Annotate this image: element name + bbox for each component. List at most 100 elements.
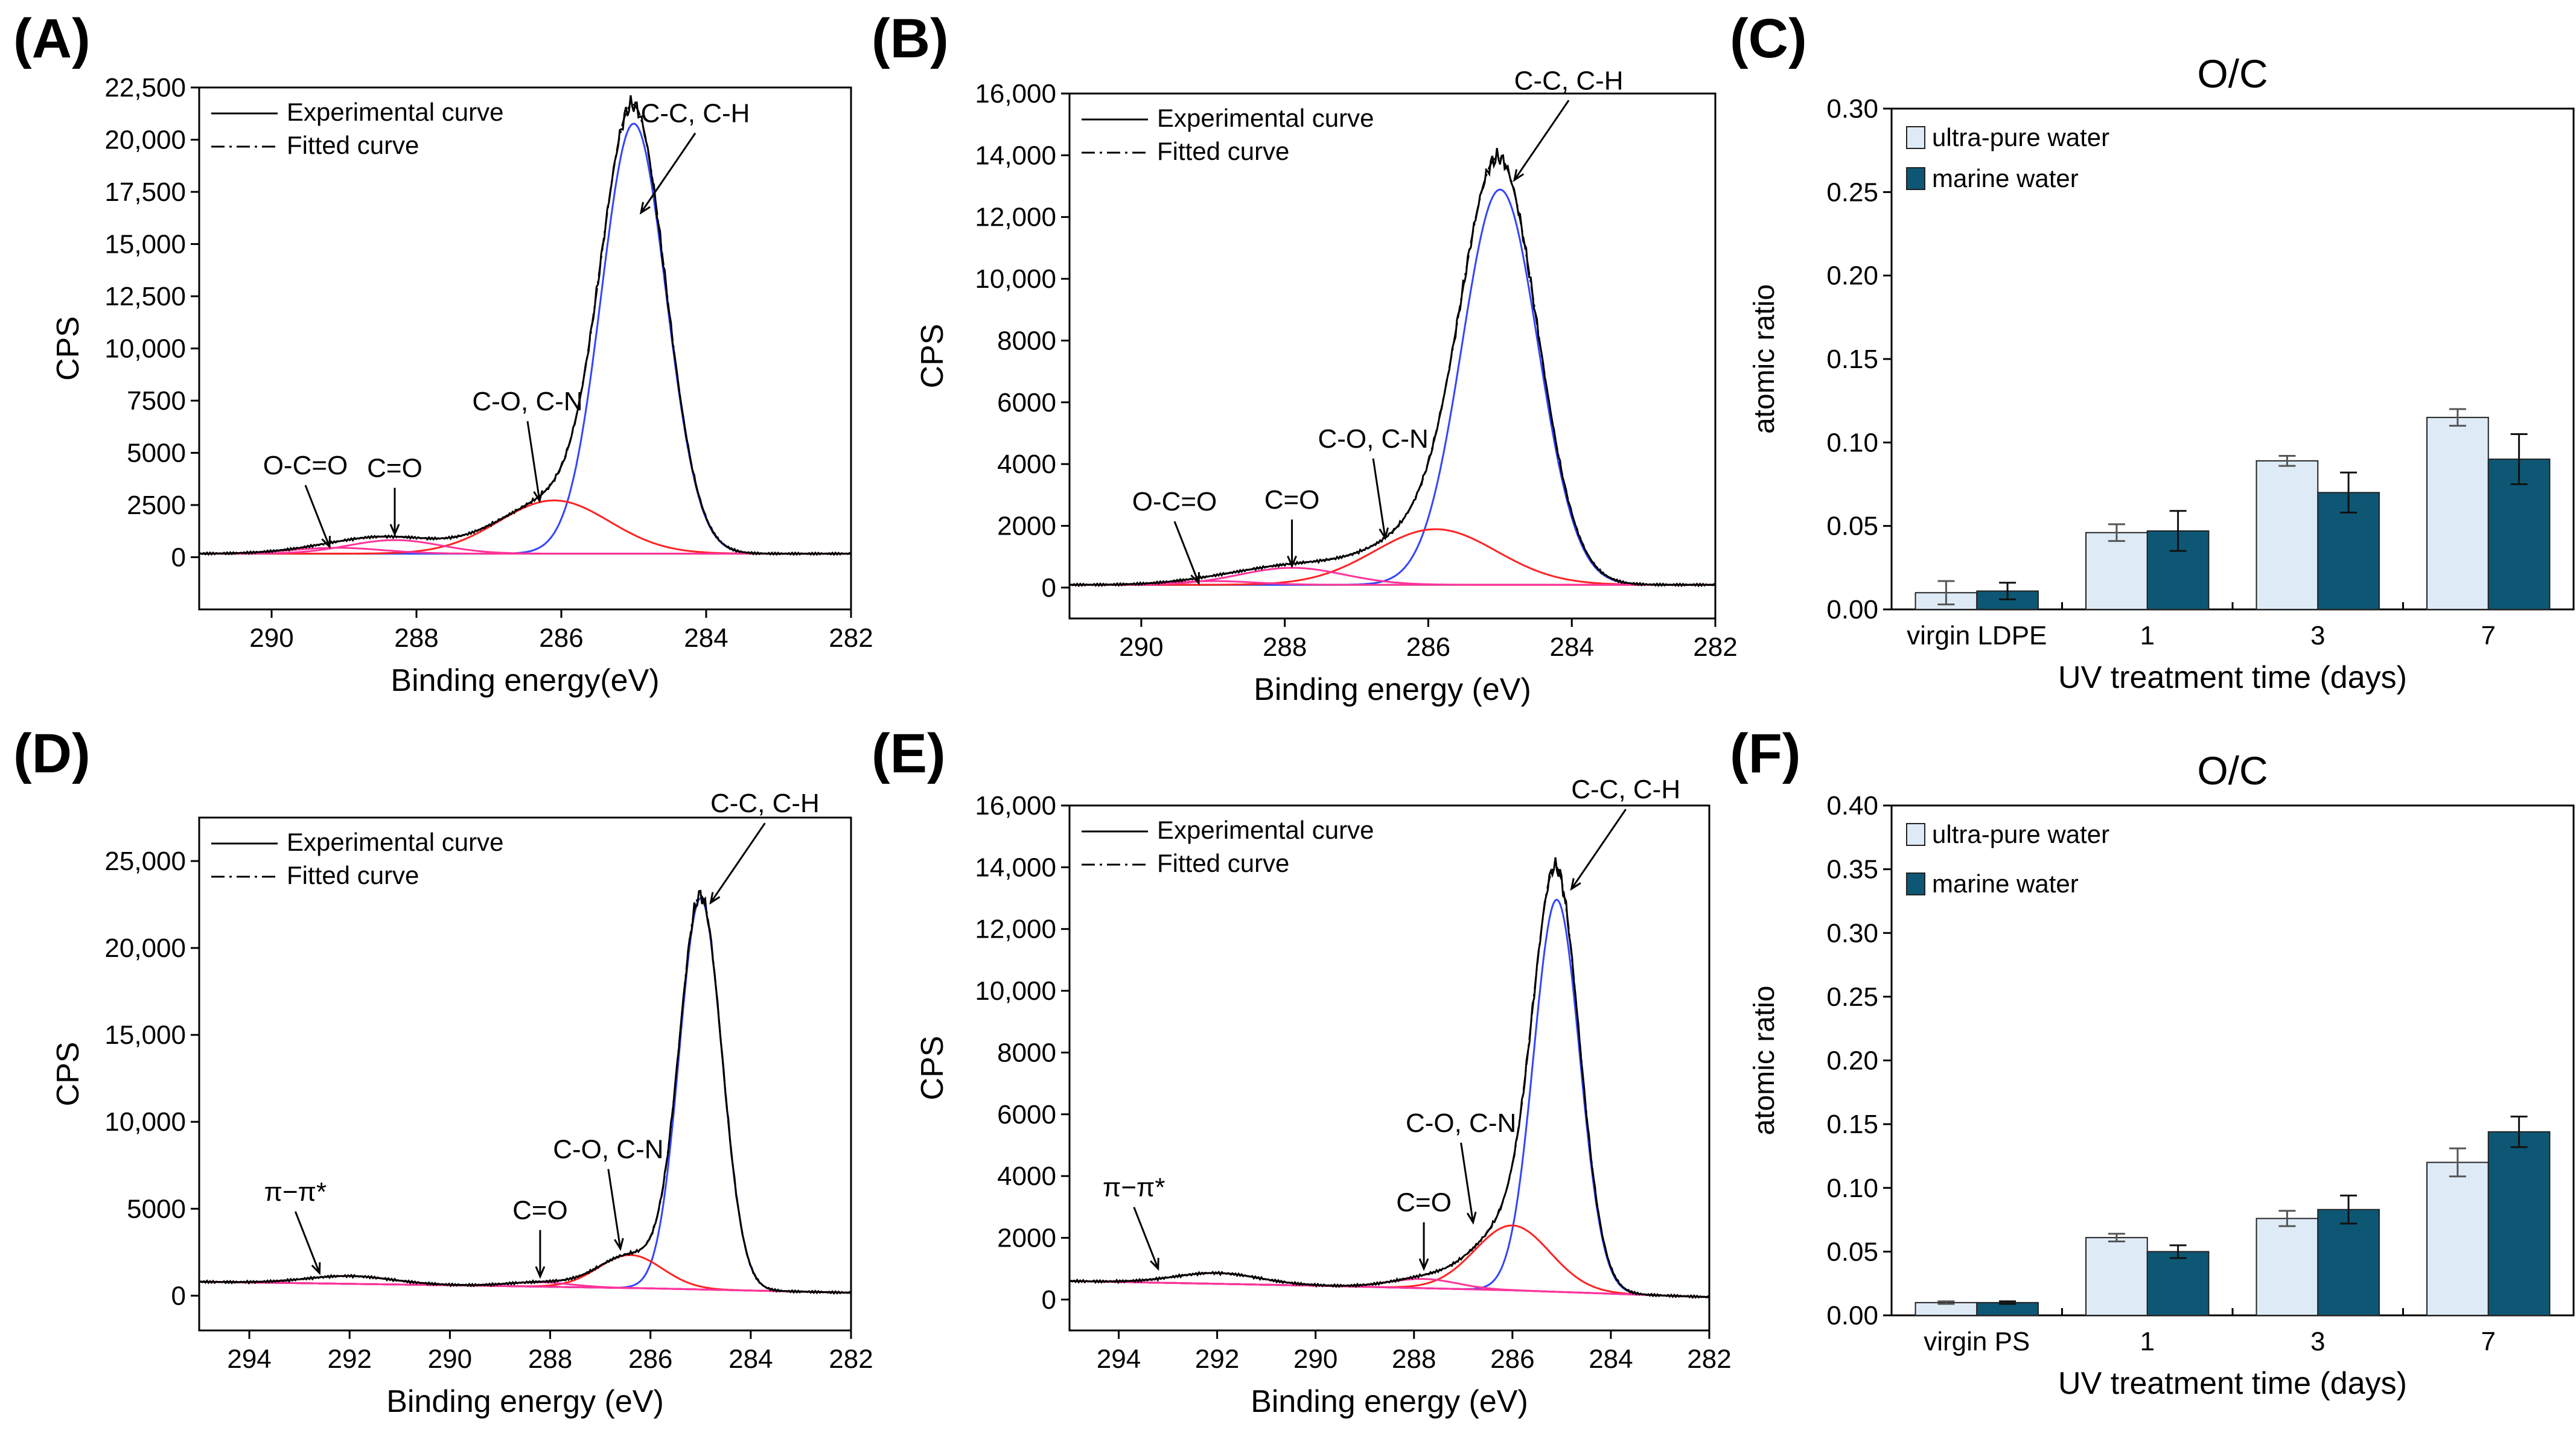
y-tick-label: 0.30	[1826, 918, 1878, 948]
y-tick-label: 2000	[997, 511, 1056, 541]
bar	[2085, 1237, 2148, 1317]
y-tick-label: 16,000	[975, 791, 1056, 821]
y-tick-label: 0.15	[1826, 1110, 1878, 1139]
annotation-arrow	[1133, 1207, 1159, 1270]
annotation-arrow	[526, 421, 541, 501]
experimental-curve	[199, 889, 851, 1295]
y-tick-label: 0	[171, 1281, 186, 1311]
experimental-curve	[1070, 148, 1715, 588]
chart-e: (E) 0 2000 4000 6000 8000 10,000 12,000 14,000 16…	[872, 723, 1732, 1419]
x-tick-label: 282	[829, 623, 873, 653]
bar	[2487, 1131, 2551, 1316]
annotation-arrowhead	[709, 892, 721, 905]
y-tick-label: 0.00	[1826, 595, 1878, 624]
y-tick-label: 7500	[127, 386, 186, 416]
y-tick-label: 2500	[127, 491, 186, 520]
x-tick-label: 1	[2140, 1327, 2155, 1356]
peak-annotation: C=O	[1396, 1188, 1452, 1218]
legend-label-fitted: Fitted curve	[287, 861, 419, 889]
component-peak	[1070, 1224, 1709, 1298]
panel-d: (D) 0 5000 10,000 15,000 20,000 25,000 294 292 29…	[0, 715, 873, 1430]
x-tick-label: 282	[829, 1344, 873, 1374]
annotation-arrowhead	[1150, 1257, 1159, 1271]
y-tick-label: 15,000	[104, 230, 186, 259]
peak-annotation: C-O, C-N	[1318, 424, 1428, 454]
y-tick-label: 0.20	[1826, 261, 1878, 291]
y-axis-label: CPS	[51, 1042, 86, 1107]
component-peak	[1070, 898, 1709, 1298]
bar	[2256, 1218, 2319, 1317]
peak-annotation: C=O	[367, 453, 422, 483]
panel-letter: (F)	[1730, 723, 1800, 784]
annotation-arrowhead	[639, 202, 651, 215]
panel-letter: (E)	[872, 723, 946, 784]
x-tick-label: 288	[528, 1344, 572, 1374]
fitted-curve	[199, 103, 851, 555]
component-peak	[199, 499, 851, 555]
legend-label-fitted: Fitted curve	[287, 131, 419, 159]
legend-label: marine water	[1932, 164, 2079, 192]
legend-label-experimental: Experimental curve	[1157, 104, 1374, 132]
chart-title: O/C	[2197, 51, 2268, 96]
y-tick-label: 10,000	[975, 976, 1056, 1006]
x-tick-label: 292	[1195, 1344, 1239, 1374]
legend-label-experimental: Experimental curve	[287, 98, 503, 126]
bar	[2146, 1251, 2210, 1316]
annotation-arrow	[1513, 100, 1570, 181]
x-tick-label: 284	[1589, 1344, 1633, 1374]
annotation-arrow	[1173, 521, 1200, 583]
y-tick-label: 20,000	[104, 933, 186, 963]
y-tick-label: 0.05	[1826, 512, 1878, 541]
x-axis-label: Binding energy (eV)	[1254, 672, 1531, 707]
panel-f: (F) O/C 0.00 0.05 0.10 0.15 0.20 0.25 0.30 0.35 0.…	[1717, 715, 2575, 1430]
x-axis-label: Binding energy (eV)	[1251, 1384, 1528, 1419]
panel-letter: (D)	[13, 723, 91, 784]
y-tick-label: 6000	[997, 1100, 1056, 1130]
annotation-arrowhead	[535, 1266, 546, 1279]
y-tick-label: 25,000	[104, 847, 186, 876]
peak-annotation: C-C, C-H	[710, 789, 820, 818]
fitted-curve	[199, 894, 851, 1294]
y-tick-label: 17,500	[104, 177, 186, 207]
x-tick-label: 290	[1293, 1344, 1337, 1374]
y-tick-label: 0.25	[1826, 177, 1878, 207]
y-axis-label: CPS	[915, 324, 950, 389]
legend-label: marine water	[1932, 869, 2079, 898]
x-axis-label: Binding energy(eV)	[391, 663, 659, 698]
y-tick-label: 0.10	[1826, 1174, 1878, 1203]
y-tick-label: 0	[1042, 1285, 1056, 1315]
y-tick-label: 10,000	[104, 1107, 186, 1137]
plot-frame	[1068, 804, 1710, 1332]
y-axis-label: CPS	[51, 316, 86, 381]
annotation-arrowhead	[1379, 527, 1389, 541]
y-tick-label: 15,000	[104, 1020, 186, 1050]
peak-annotation: C=O	[1264, 485, 1320, 515]
component-peak	[1070, 580, 1715, 586]
peak-annotation: C-C, C-H	[641, 99, 750, 129]
bar	[2426, 416, 2489, 610]
x-tick-label: 288	[1392, 1344, 1436, 1374]
legend-swatch	[1906, 167, 1925, 190]
annotation-arrowhead	[533, 490, 543, 503]
panel-letter: (C)	[1730, 8, 1807, 69]
chart-title: O/C	[2197, 748, 2268, 793]
chart-c: (C) O/C 0.00 0.05 0.10 0.15 0.20 0.25 0.30 virgin…	[1730, 8, 2575, 695]
annotation-arrowhead	[614, 1238, 624, 1251]
experimental-curve	[1070, 857, 1709, 1299]
experimental-curve	[199, 95, 851, 556]
plot-area	[1070, 857, 1709, 1299]
x-tick-label: 7	[2481, 621, 2496, 650]
legend-label: ultra-pure water	[1932, 820, 2109, 848]
x-tick-label: 290	[428, 1344, 472, 1374]
y-tick-label: 0	[1042, 573, 1056, 603]
component-peak	[199, 547, 851, 555]
panel-c: (C) O/C 0.00 0.05 0.10 0.15 0.20 0.25 0.30 virgin…	[1717, 0, 2575, 715]
x-tick-label: 7	[2481, 1327, 2496, 1356]
y-tick-label: 12,000	[975, 915, 1056, 944]
fitted-curve	[1070, 865, 1709, 1298]
x-tick-label: 288	[394, 623, 438, 653]
annotation-arrow	[607, 1169, 622, 1249]
y-tick-label: 0.10	[1826, 428, 1878, 457]
x-tick-label: 294	[1097, 1344, 1141, 1374]
y-tick-label: 12,000	[975, 203, 1056, 232]
